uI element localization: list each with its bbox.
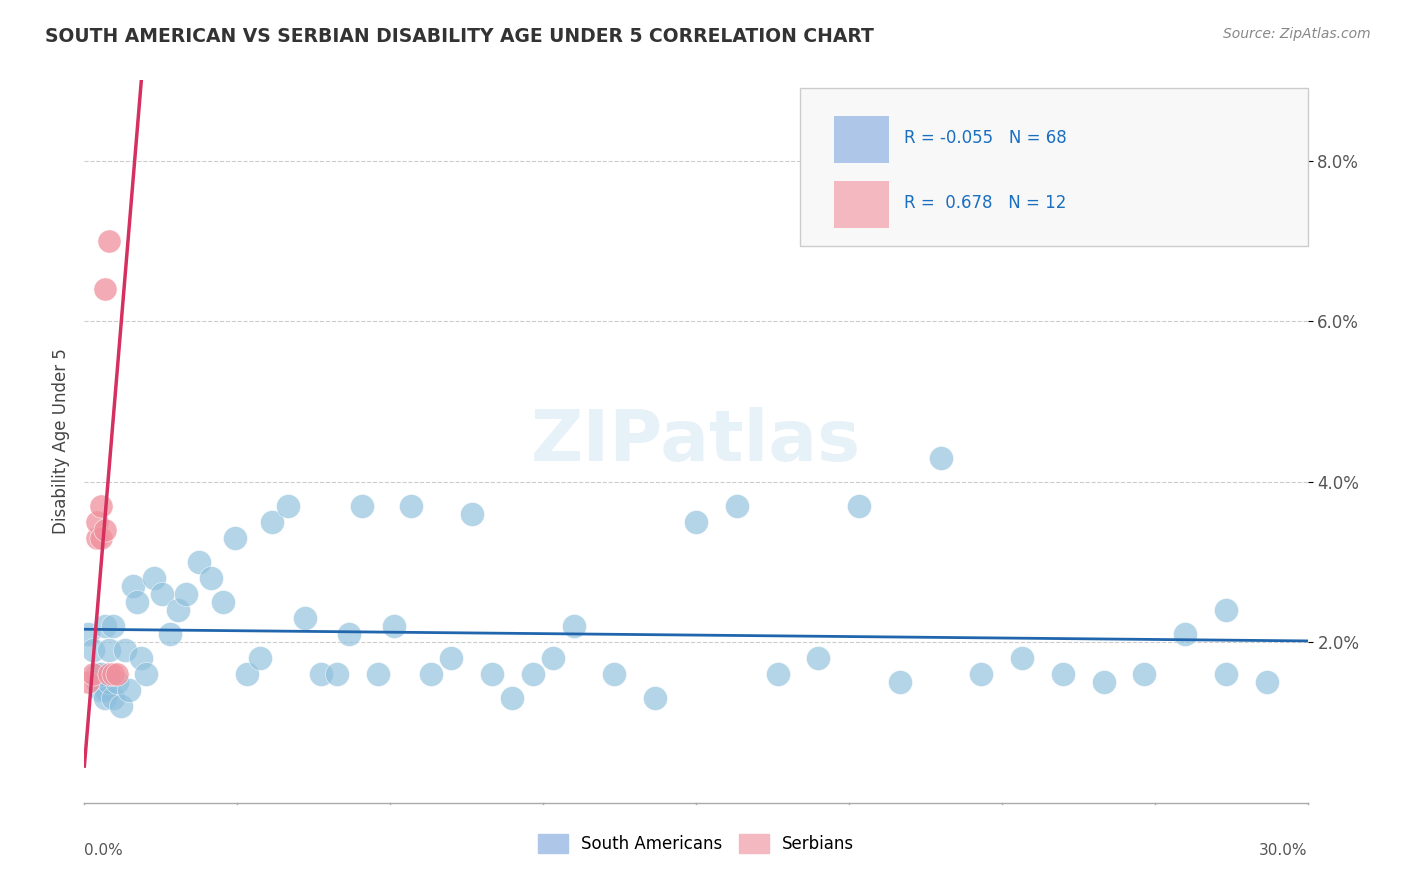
Point bbox=[93, 691, 115, 706]
Point bbox=[277, 499, 299, 513]
Point bbox=[101, 619, 124, 633]
FancyBboxPatch shape bbox=[834, 117, 889, 163]
FancyBboxPatch shape bbox=[834, 181, 889, 228]
Point bbox=[420, 667, 443, 681]
Point bbox=[93, 282, 115, 296]
Text: R =  0.678   N = 12: R = 0.678 N = 12 bbox=[904, 194, 1066, 212]
FancyBboxPatch shape bbox=[800, 87, 1308, 246]
Point bbox=[131, 651, 153, 665]
Point bbox=[889, 675, 911, 690]
Point bbox=[187, 555, 209, 569]
Point bbox=[97, 643, 120, 657]
Point bbox=[86, 667, 108, 681]
Point bbox=[399, 499, 422, 513]
Point bbox=[685, 515, 707, 529]
Point bbox=[105, 675, 128, 690]
Point bbox=[97, 667, 120, 681]
Point bbox=[86, 675, 108, 690]
Point bbox=[249, 651, 271, 665]
Point bbox=[440, 651, 463, 665]
Point bbox=[236, 667, 259, 681]
Point bbox=[200, 571, 222, 585]
Point bbox=[522, 667, 544, 681]
Point bbox=[174, 587, 197, 601]
Point bbox=[848, 499, 870, 513]
Point bbox=[105, 667, 128, 681]
Point bbox=[1011, 651, 1033, 665]
Point bbox=[1215, 667, 1237, 681]
Point bbox=[77, 627, 100, 641]
Text: Source: ZipAtlas.com: Source: ZipAtlas.com bbox=[1223, 27, 1371, 41]
Point bbox=[1256, 675, 1278, 690]
Y-axis label: Disability Age Under 5: Disability Age Under 5 bbox=[52, 349, 70, 534]
Point bbox=[382, 619, 405, 633]
Point bbox=[114, 643, 136, 657]
Point bbox=[543, 651, 565, 665]
Point bbox=[82, 667, 104, 681]
Point bbox=[481, 667, 503, 681]
Point bbox=[1215, 603, 1237, 617]
Point bbox=[90, 531, 112, 545]
Point bbox=[101, 691, 124, 706]
Point bbox=[97, 234, 120, 248]
Point bbox=[929, 450, 952, 465]
Point bbox=[644, 691, 666, 706]
Point bbox=[110, 699, 132, 714]
Point bbox=[224, 531, 246, 545]
Point bbox=[766, 667, 789, 681]
Point bbox=[260, 515, 283, 529]
Point bbox=[82, 643, 104, 657]
Point bbox=[309, 667, 332, 681]
Text: 30.0%: 30.0% bbox=[1260, 843, 1308, 857]
Point bbox=[90, 667, 112, 681]
Point bbox=[367, 667, 389, 681]
Point bbox=[77, 675, 100, 690]
Point bbox=[122, 579, 145, 593]
Point bbox=[86, 515, 108, 529]
Point bbox=[167, 603, 190, 617]
Point bbox=[461, 507, 484, 521]
Point bbox=[101, 667, 124, 681]
Point bbox=[93, 619, 115, 633]
Point bbox=[150, 587, 173, 601]
Point bbox=[562, 619, 585, 633]
Point bbox=[725, 499, 748, 513]
Point bbox=[326, 667, 349, 681]
Point bbox=[90, 499, 112, 513]
Text: SOUTH AMERICAN VS SERBIAN DISABILITY AGE UNDER 5 CORRELATION CHART: SOUTH AMERICAN VS SERBIAN DISABILITY AGE… bbox=[45, 27, 875, 45]
Point bbox=[970, 667, 993, 681]
Text: ZIPatlas: ZIPatlas bbox=[531, 407, 860, 476]
Point bbox=[1174, 627, 1197, 641]
Point bbox=[127, 595, 149, 609]
Point bbox=[294, 611, 316, 625]
Point bbox=[212, 595, 235, 609]
Point bbox=[135, 667, 157, 681]
Point bbox=[350, 499, 373, 513]
Point bbox=[159, 627, 181, 641]
Point bbox=[90, 683, 112, 698]
Point bbox=[603, 667, 626, 681]
Point bbox=[142, 571, 165, 585]
Point bbox=[339, 627, 361, 641]
Point bbox=[1052, 667, 1074, 681]
Legend: South Americans, Serbians: South Americans, Serbians bbox=[531, 827, 860, 860]
Point bbox=[807, 651, 830, 665]
Point bbox=[93, 683, 115, 698]
Text: R = -0.055   N = 68: R = -0.055 N = 68 bbox=[904, 129, 1067, 147]
Point bbox=[93, 523, 115, 537]
Point bbox=[1092, 675, 1115, 690]
Point bbox=[118, 683, 141, 698]
Text: 0.0%: 0.0% bbox=[84, 843, 124, 857]
Point bbox=[86, 531, 108, 545]
Point bbox=[1133, 667, 1156, 681]
Point bbox=[502, 691, 524, 706]
Point bbox=[97, 675, 120, 690]
